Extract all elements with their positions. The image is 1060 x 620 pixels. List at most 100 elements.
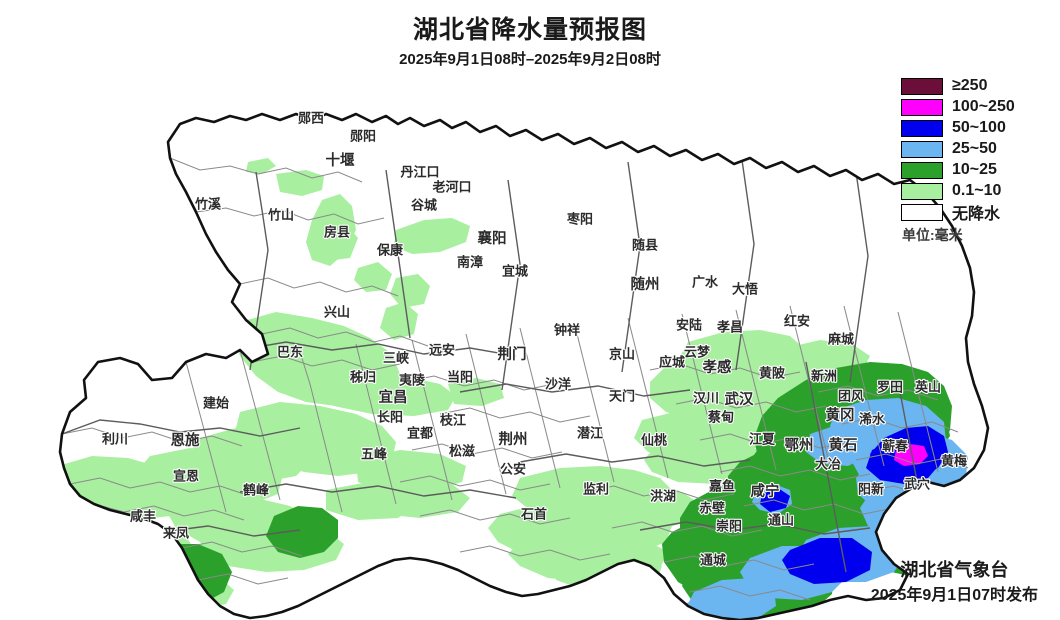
- county-label: 丹江口: [400, 164, 439, 179]
- forecast-period-subtitle: 2025年9月1日08时–2025年9月2日08时: [399, 51, 661, 68]
- attribution: 湖北省气象台 2025年9月1日07时发布: [871, 557, 1038, 608]
- legend-swatch-0.1-10: [901, 182, 943, 200]
- county-boundaries: [61, 157, 987, 601]
- legend-item: 0.1~10: [901, 181, 1051, 201]
- legend-swatch-10-25: [901, 161, 943, 179]
- county-label: 五峰: [361, 446, 388, 461]
- legend-swatch-ge250: [901, 77, 943, 95]
- county-label: 随州: [631, 275, 660, 293]
- county-label: 三峡: [383, 350, 410, 365]
- county-label: 当阳: [447, 369, 473, 384]
- county-label: 荆州: [499, 430, 528, 448]
- precip-band-100-250: [894, 444, 928, 466]
- legend-item: ≥250: [901, 76, 1051, 96]
- county-label: 汉川: [693, 390, 719, 405]
- county-label: 通山: [768, 512, 794, 527]
- county-label: 应城: [659, 354, 685, 369]
- county-label: 老河口: [431, 179, 471, 194]
- issuing-agency: 湖北省气象台: [900, 560, 1009, 580]
- legend-item: 10~25: [901, 160, 1051, 180]
- legend-label-10-25: 10~25: [952, 161, 997, 178]
- county-label: 建始: [203, 395, 229, 410]
- issue-time: 2025年9月1日07时发布: [870, 587, 1038, 604]
- legend-item: 无降水: [901, 202, 1051, 223]
- legend-label-0.1-10: 0.1~10: [952, 182, 1002, 199]
- legend-swatch-100-250: [901, 98, 943, 116]
- county-label: 阳新: [858, 481, 884, 496]
- county-label: 襄阳: [477, 229, 507, 247]
- county-label: 巴东: [277, 344, 303, 359]
- county-label: 崇阳: [716, 518, 742, 533]
- page-title: 湖北省降水量预报图: [412, 16, 647, 44]
- county-label: 长阳: [377, 409, 403, 424]
- county-label: 竹山: [267, 207, 294, 222]
- county-label: 公安: [500, 461, 526, 476]
- county-label: 麻城: [827, 331, 854, 346]
- county-label: 大冶: [815, 456, 841, 471]
- county-label: 赤壁: [699, 500, 725, 515]
- county-label: 秭归: [350, 369, 376, 384]
- county-label: 孝感: [702, 358, 732, 376]
- county-label: 十堰: [326, 151, 355, 169]
- county-label: 郧西: [298, 110, 324, 125]
- county-label: 团风: [838, 388, 864, 403]
- legend-item: 50~100: [901, 118, 1051, 138]
- county-label: 谷城: [411, 197, 437, 212]
- county-label: 宣恩: [173, 468, 199, 483]
- legend-swatch-50-100: [901, 119, 943, 137]
- county-label: 武穴: [904, 476, 930, 491]
- legend-label-none: 无降水: [952, 206, 1001, 223]
- county-label: 枝江: [439, 412, 466, 427]
- county-label: 黄陂: [759, 365, 786, 380]
- legend-swatch-25-50: [901, 140, 943, 158]
- county-label: 保康: [376, 242, 404, 257]
- legend-label-ge250: ≥250: [952, 77, 988, 94]
- county-label: 夷陵: [399, 372, 426, 387]
- county-label: 新洲: [811, 368, 837, 383]
- county-label: 钟祥: [554, 322, 580, 337]
- county-label: 通城: [700, 552, 726, 567]
- county-label: 黄梅: [941, 453, 967, 468]
- county-label: 咸宁: [751, 482, 780, 500]
- county-label: 枣阳: [566, 211, 593, 226]
- county-label: 沙洋: [545, 376, 571, 391]
- county-label: 鹤峰: [243, 482, 270, 497]
- county-label: 云梦: [684, 344, 711, 359]
- county-label: 江夏: [749, 431, 776, 446]
- county-label: 鄂州: [785, 437, 814, 454]
- county-label: 咸丰: [130, 508, 156, 523]
- county-label: 兴山: [324, 304, 350, 319]
- county-label: 仙桃: [641, 432, 667, 447]
- county-label: 京山: [609, 346, 635, 361]
- county-label: 宜都: [407, 425, 433, 440]
- county-label: 孝昌: [716, 319, 743, 334]
- county-label: 蕲春: [882, 438, 909, 453]
- county-label: 宜昌: [379, 388, 408, 406]
- county-label: 监利: [583, 481, 609, 496]
- legend-swatch-none: [901, 203, 943, 221]
- county-label: 蔡甸: [707, 409, 734, 424]
- county-label: 天门: [609, 388, 635, 403]
- county-label: 远安: [429, 342, 455, 357]
- county-label: 竹溪: [194, 196, 222, 211]
- county-label: 宜城: [502, 263, 528, 278]
- legend-label-100-250: 100~250: [952, 98, 1015, 115]
- county-label: 郧阳: [350, 128, 376, 143]
- county-label: 武汉: [725, 390, 754, 408]
- county-label: 房县: [324, 224, 350, 239]
- county-label: 石首: [520, 506, 547, 521]
- county-label: 洪湖: [650, 488, 676, 503]
- county-label: 罗田: [877, 379, 903, 394]
- county-label: 广水: [692, 274, 719, 289]
- legend-label-50-100: 50~100: [952, 119, 1006, 136]
- county-label: 南漳: [457, 254, 483, 269]
- legend-item: 100~250: [901, 97, 1051, 117]
- county-label: 恩施: [171, 431, 200, 449]
- county-label: 随县: [632, 237, 658, 252]
- precipitation-map: 郧西 郧阳 十堰 丹江口 老河口 谷城 竹溪 竹山 房县 保康 襄阳 南漳 宜城 枣阳 随县 随州 广水 大悟 安陆…: [0, 62, 1060, 620]
- province-boundary: [58, 112, 990, 620]
- county-label: 利川: [102, 431, 128, 446]
- county-label: 红安: [784, 313, 810, 328]
- county-label: 嘉鱼: [708, 478, 735, 493]
- county-label: 潜江: [577, 425, 603, 440]
